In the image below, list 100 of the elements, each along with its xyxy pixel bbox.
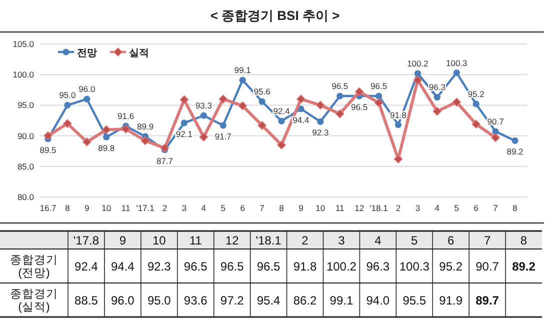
x-tick-label: 7: [484, 234, 491, 248]
x-tick-label: 5: [454, 203, 460, 213]
data-label: 92.4: [74, 260, 98, 274]
point: [414, 70, 422, 77]
x-tick-label: 11: [121, 203, 131, 213]
x-tick-label: 11: [335, 203, 345, 213]
point: [103, 134, 110, 140]
data-label: 96.3: [428, 82, 446, 92]
y-tick-label: 종합경기 (실적): [10, 288, 58, 314]
point: [218, 94, 228, 104]
chart-title: < 종합경기 BSI 추이 >: [210, 8, 340, 23]
data-label: 96.0: [111, 294, 135, 308]
data-label: 96.0: [78, 84, 96, 94]
x-tick-label: '18.1: [370, 203, 388, 213]
point: [296, 94, 306, 104]
data-label: 89.7: [476, 294, 500, 308]
point: [492, 128, 499, 135]
x-tick-label: 8: [65, 203, 70, 213]
x-tick-label: 10: [102, 203, 112, 213]
x-tick-label: 3: [182, 203, 187, 213]
x-tick-label: '18.1: [256, 234, 282, 248]
point: [64, 102, 71, 108]
point: [472, 120, 480, 129]
data-label: 86.2: [293, 294, 317, 308]
point: [413, 76, 422, 85]
data-label: 92.1: [176, 128, 193, 139]
point: [84, 96, 90, 102]
legend-label: 실적: [129, 48, 149, 59]
y-tick-label: 100.0: [12, 70, 34, 80]
point: [82, 138, 92, 146]
x-tick-label: 8: [520, 234, 528, 248]
x-tick-label: 5: [220, 203, 226, 213]
y-tick-label: 종합경기 (전망): [10, 254, 58, 280]
point: [512, 137, 518, 144]
x-tick-label: 2: [302, 234, 309, 248]
point: [239, 76, 246, 84]
y-tick-label: 105.0: [12, 39, 34, 49]
point: [238, 101, 247, 110]
data-label: 91.7: [214, 131, 232, 142]
x-tick-label: 10: [316, 203, 326, 213]
x-tick-label: 6: [240, 203, 246, 213]
data-label: 90.7: [476, 260, 500, 274]
point: [278, 118, 285, 124]
point: [375, 92, 382, 100]
data-label: 96.5: [370, 81, 388, 92]
x-tick-label: 5: [411, 234, 418, 248]
x-tick-label: 7: [260, 203, 265, 213]
x-tick-label: '17.1: [136, 203, 155, 213]
point: [200, 112, 207, 119]
point: [472, 100, 480, 108]
point: [452, 98, 462, 107]
x-tick-label: 4: [201, 203, 206, 213]
point: [180, 120, 188, 126]
x-tick-label: 2: [162, 203, 168, 213]
x-tick-label: 8: [512, 203, 518, 213]
x-tick-label: 4: [434, 203, 440, 213]
data-label: 89.5: [40, 144, 57, 155]
point: [394, 154, 403, 164]
data-label: 95.2: [439, 260, 463, 274]
data-label: 96.5: [332, 81, 348, 92]
point: [354, 87, 364, 96]
point: [180, 95, 189, 104]
data-label: 94.4: [292, 114, 310, 125]
x-tick-label: 9: [119, 234, 126, 248]
point: [336, 92, 344, 100]
data-label: 96.5: [220, 260, 244, 274]
data-label: 97.2: [220, 294, 244, 308]
x-tick-label: 8: [279, 203, 284, 213]
x-tick-label: 11: [189, 234, 202, 248]
x-tick-label: 9: [298, 203, 304, 213]
data-label: 100.3: [399, 260, 430, 274]
point: [434, 94, 440, 101]
data-label: 95.0: [147, 294, 172, 308]
data-label: 95.4: [256, 294, 281, 308]
data-label: 87.7: [156, 156, 174, 166]
x-tick-label: 7: [493, 203, 498, 213]
x-tick-label: 6: [474, 203, 479, 213]
point: [140, 136, 150, 146]
point: [199, 132, 208, 142]
data-label: 96.5: [351, 102, 368, 112]
x-tick-label: 9: [84, 203, 90, 213]
data-label: 96.3: [366, 260, 390, 274]
x-tick-label: 2: [396, 203, 401, 213]
x-tick-label: 3: [415, 203, 420, 213]
y-tick-label: 90.0: [17, 130, 34, 141]
y-tick-label: 80.0: [17, 192, 34, 202]
point: [63, 119, 72, 128]
y-tick-label: 95.0: [17, 100, 34, 110]
point: [432, 106, 442, 116]
data-label: 100.2: [326, 260, 357, 274]
point: [394, 121, 402, 128]
point: [258, 120, 266, 130]
point: [277, 140, 286, 150]
x-tick-label: 3: [338, 234, 346, 248]
data-label: 89.2: [512, 260, 536, 274]
point: [102, 125, 111, 134]
data-label: 89.8: [98, 143, 115, 154]
data-label: 92.3: [312, 128, 329, 138]
x-tick-label: 6: [448, 234, 454, 248]
data-label: 96.5: [184, 260, 208, 274]
